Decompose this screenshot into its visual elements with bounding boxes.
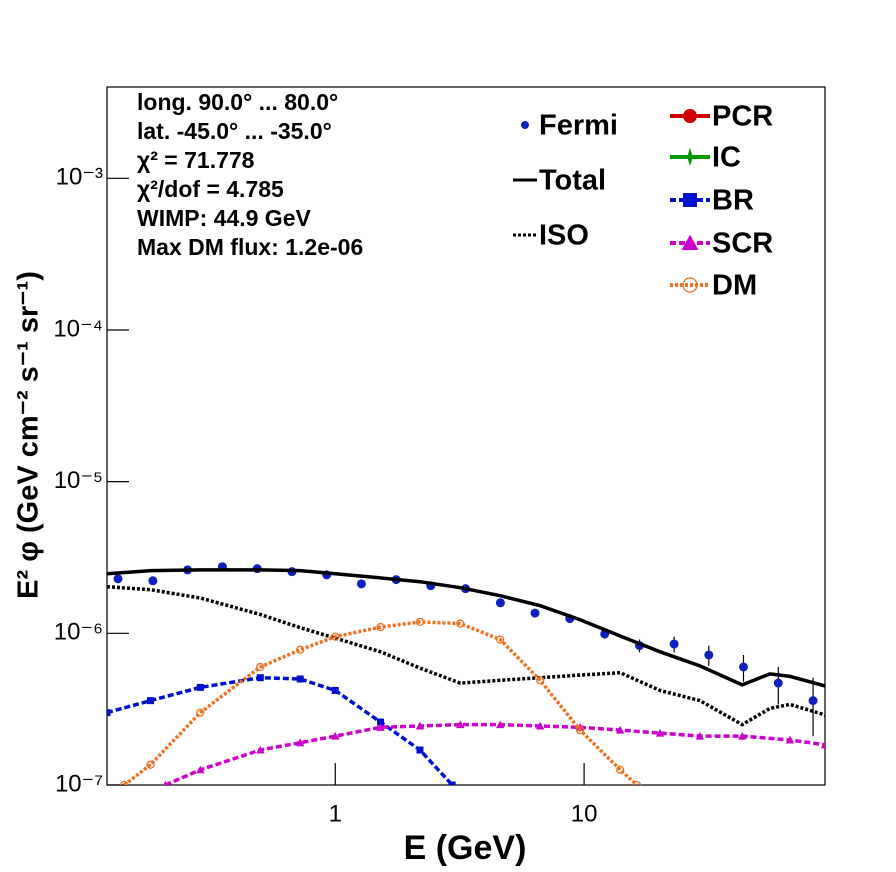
marker: [820, 740, 825, 749]
marker: [448, 781, 456, 785]
marker: [196, 683, 204, 691]
x-axis-label: E (GeV): [404, 829, 527, 867]
annotation: WIMP: 44.9 GeV: [137, 205, 311, 231]
marker: [147, 697, 155, 705]
marker: [416, 746, 424, 754]
marker: [415, 721, 425, 730]
marker: [163, 780, 168, 785]
marker: [296, 645, 305, 654]
marker: [704, 650, 714, 660]
marker: [331, 731, 340, 740]
marker: [530, 608, 540, 618]
legend-label: SCR: [712, 228, 773, 260]
marker: [682, 277, 698, 293]
marker: [295, 738, 305, 747]
marker: [376, 622, 385, 632]
marker: [331, 686, 339, 694]
marker: [785, 735, 795, 744]
marker: [196, 765, 205, 774]
marker: [456, 619, 465, 628]
marker: [738, 731, 747, 740]
marker: [456, 720, 465, 729]
marker: [107, 709, 111, 717]
marker: [496, 635, 505, 644]
marker: [687, 147, 693, 167]
plot-area: [107, 562, 825, 785]
x-tick-label: 1: [329, 800, 342, 827]
y-tick-label: 10⁻⁵: [54, 467, 103, 494]
marker: [615, 725, 625, 734]
plot-frame: [106, 86, 826, 786]
series-line: [123, 620, 639, 785]
marker: [808, 696, 818, 706]
y-tick-label: 10⁻⁴: [53, 315, 103, 342]
marker: [535, 721, 545, 730]
legend-label: BR: [712, 185, 754, 217]
marker: [377, 718, 385, 726]
annotation: long. 90.0° ... 80.0°: [137, 89, 338, 115]
marker: [632, 780, 642, 785]
series-line: [107, 568, 825, 688]
series-line: [107, 584, 825, 727]
legend-label: DM: [712, 270, 757, 302]
marker: [148, 576, 158, 586]
y-tick-label: 10⁻⁶: [54, 619, 103, 646]
marker: [773, 678, 783, 688]
marker: [256, 662, 265, 672]
marker: [296, 675, 304, 683]
marker: [521, 121, 529, 129]
annotation: χ²/dof = 4.785: [137, 176, 284, 202]
marker: [575, 725, 585, 735]
annotation: lat. -45.0° ... -35.0°: [137, 118, 332, 144]
marker: [655, 728, 665, 737]
annotation: Max DM flux: 1.2e-06: [137, 234, 363, 260]
marker: [331, 632, 340, 641]
legend-label: ISO: [539, 220, 589, 252]
y-axis-label: E² φ (GeV cm⁻² s⁻¹ sr⁻¹): [13, 271, 45, 599]
marker: [376, 723, 385, 731]
annotation: χ² = 71.778: [137, 147, 255, 173]
marker: [495, 720, 505, 729]
marker: [669, 639, 679, 649]
marker: [695, 731, 705, 740]
marker: [683, 109, 697, 123]
marker: [356, 579, 366, 589]
marker: [120, 780, 129, 785]
y-tick-label: 10⁻⁷: [55, 770, 103, 797]
marker: [536, 676, 545, 685]
marker: [415, 617, 425, 627]
marker: [256, 674, 264, 682]
marker: [256, 745, 265, 754]
legend-label: IC: [712, 142, 741, 174]
marker: [616, 765, 625, 774]
x-tick-label: 10: [571, 800, 598, 827]
legend-label: PCR: [712, 101, 773, 133]
marker: [738, 662, 748, 672]
marker: [196, 708, 205, 717]
legend-label: Fermi: [539, 110, 618, 142]
y-tick-label: 10⁻³: [56, 164, 103, 191]
marker: [495, 598, 505, 608]
marker: [146, 760, 155, 769]
marker: [681, 234, 699, 250]
marker: [683, 193, 697, 207]
marker: [113, 574, 123, 584]
legend-label: Total: [539, 165, 606, 197]
